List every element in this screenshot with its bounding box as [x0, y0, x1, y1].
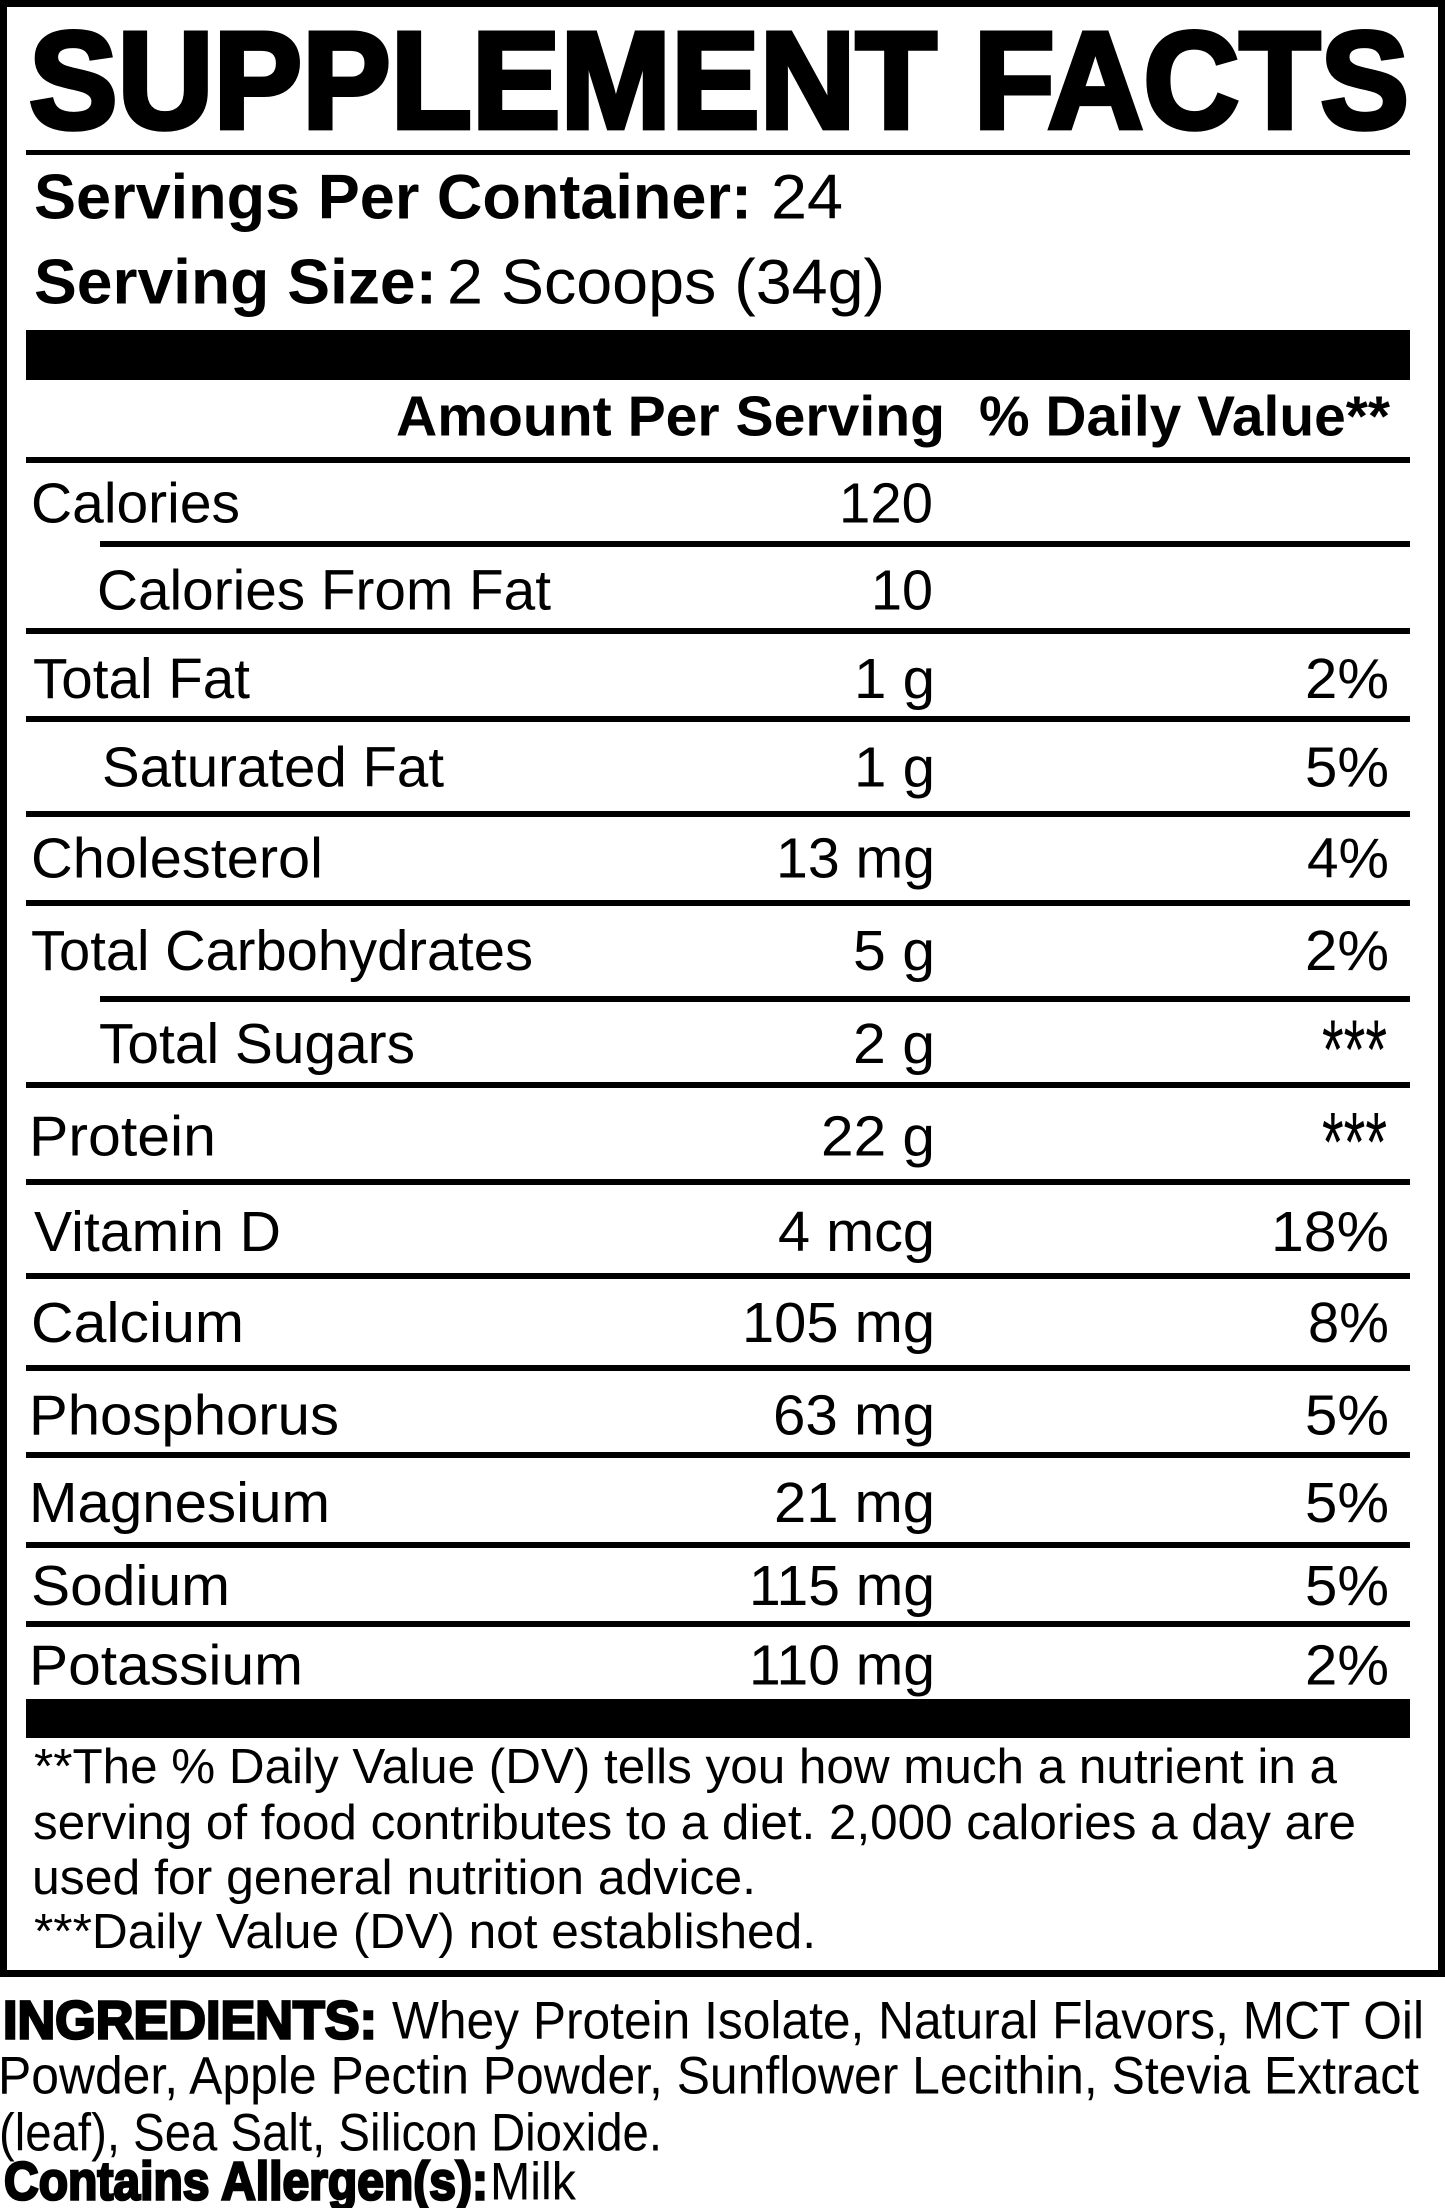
svg-text:1 g: 1 g	[854, 647, 935, 710]
svg-text:Calcium: Calcium	[31, 1291, 244, 1354]
svg-text:Potassium: Potassium	[29, 1634, 303, 1697]
svg-text:% Daily Value**: % Daily Value**	[979, 384, 1391, 448]
svg-text:Magnesium: Magnesium	[29, 1471, 330, 1534]
svg-text:Serving Size:: Serving Size:	[34, 248, 437, 318]
svg-text:serving of food contributes to: serving of food contributes to a diet. 2…	[33, 1795, 1356, 1850]
svg-text:Total Sugars: Total Sugars	[99, 1012, 415, 1075]
svg-text:Calories From Fat: Calories From Fat	[97, 559, 551, 622]
svg-text:Milk: Milk	[490, 2153, 577, 2208]
svg-text:120: 120	[839, 472, 933, 535]
svg-text:10: 10	[871, 559, 933, 622]
svg-text:SUPPLEMENT FACTS: SUPPLEMENT FACTS	[29, 4, 1409, 158]
svg-text:2%: 2%	[1305, 919, 1389, 982]
svg-text:5%: 5%	[1305, 1384, 1389, 1447]
svg-text:4%: 4%	[1307, 827, 1389, 890]
svg-text:115 mg: 115 mg	[749, 1554, 935, 1617]
svg-text:4 mcg: 4 mcg	[778, 1200, 935, 1263]
svg-text:1 g: 1 g	[854, 736, 935, 799]
svg-text:22 g: 22 g	[821, 1105, 935, 1168]
svg-text:24: 24	[771, 163, 843, 233]
svg-text:63 mg: 63 mg	[773, 1384, 935, 1447]
svg-text:2 g: 2 g	[853, 1012, 935, 1075]
svg-text:18%: 18%	[1271, 1200, 1389, 1263]
svg-text:Powder, Apple Pectin Powder, S: Powder, Apple Pectin Powder, Sunflower L…	[0, 2047, 1419, 2106]
svg-text:2%: 2%	[1305, 647, 1389, 710]
svg-text:Calories: Calories	[31, 472, 240, 535]
svg-text:Vitamin D: Vitamin D	[34, 1200, 281, 1263]
svg-text:Servings Per Container:: Servings Per Container:	[34, 163, 752, 233]
svg-text:Total Carbohydrates: Total Carbohydrates	[31, 919, 533, 982]
svg-text:Sodium: Sodium	[31, 1554, 230, 1617]
svg-text:8%: 8%	[1308, 1291, 1389, 1354]
svg-text:Total Fat: Total Fat	[33, 647, 250, 710]
svg-text:***: ***	[1322, 1003, 1387, 1097]
svg-text:110 mg: 110 mg	[749, 1634, 935, 1697]
svg-text:Contains Allergen(s):: Contains Allergen(s):	[4, 2152, 488, 2208]
svg-text:INGREDIENTS:: INGREDIENTS:	[3, 1991, 377, 2051]
svg-text:105 mg: 105 mg	[742, 1291, 935, 1354]
svg-text:5%: 5%	[1305, 736, 1389, 799]
svg-text:Protein: Protein	[29, 1105, 216, 1168]
svg-text:5 g: 5 g	[853, 919, 935, 982]
svg-text:***: ***	[1322, 1095, 1387, 1189]
svg-text:Phosphorus: Phosphorus	[29, 1384, 339, 1447]
svg-text:Whey Protein Isolate, Natural: Whey Protein Isolate, Natural Flavors, M…	[392, 1992, 1424, 2051]
svg-text:Amount Per Serving: Amount Per Serving	[396, 384, 945, 448]
svg-text:used for general nutrition adv: used for general nutrition advice.	[32, 1850, 756, 1905]
svg-text:5%: 5%	[1305, 1471, 1389, 1534]
svg-text:2%: 2%	[1305, 1634, 1389, 1697]
svg-text:Saturated Fat: Saturated Fat	[102, 736, 444, 799]
svg-text:***Daily Value (DV) not establ: ***Daily Value (DV) not established.	[34, 1904, 816, 1959]
svg-text:(leaf), Sea Salt, Silicon Diox: (leaf), Sea Salt, Silicon Dioxide.	[0, 2104, 662, 2163]
svg-text:5%: 5%	[1305, 1554, 1389, 1617]
svg-text:**The % Daily Value (DV) tells: **The % Daily Value (DV) tells you how m…	[34, 1739, 1338, 1794]
svg-text:13 mg: 13 mg	[776, 827, 935, 890]
svg-text:21 mg: 21 mg	[774, 1471, 935, 1534]
svg-text:2 Scoops (34g): 2 Scoops (34g)	[447, 248, 885, 318]
svg-text:Cholesterol: Cholesterol	[31, 827, 323, 890]
